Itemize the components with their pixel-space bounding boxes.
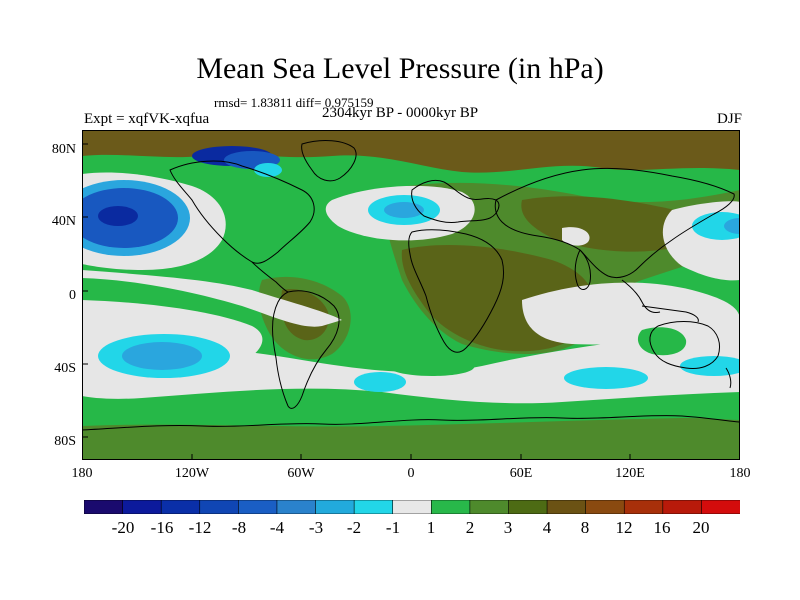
- colorbar-swatch: [353, 500, 394, 514]
- coast-europe: [411, 179, 500, 223]
- field-india-neutral: [562, 227, 590, 246]
- colorbar-label-m12: -12: [188, 518, 212, 537]
- lat-label-80s: 80S: [54, 434, 76, 449]
- coast-india: [574, 249, 591, 290]
- colorbar-label-p3: 3: [503, 518, 513, 537]
- lat-label-80n: 80N: [51, 142, 76, 157]
- lon-label-180e: 180: [729, 466, 751, 481]
- colorbar-swatch: [469, 500, 510, 514]
- lat-label-eq: 0: [69, 288, 76, 303]
- field-arctic-brown: [82, 130, 740, 173]
- colorbar-swatch: [160, 500, 201, 514]
- season-label: DJF: [716, 111, 742, 127]
- coast-se-asia: [621, 279, 661, 313]
- lon-label-60w: 60W: [287, 466, 315, 481]
- coast-africa: [408, 229, 505, 353]
- colorbar-swatch: [701, 500, 740, 514]
- coast-central-america: [251, 261, 289, 293]
- colorbar-swatch: [84, 500, 124, 514]
- map-title: Mean Sea Level Pressure (in hPa): [196, 52, 604, 85]
- lon-label-0: 0: [407, 466, 415, 481]
- colorbar-label-m1: -1: [385, 518, 401, 537]
- colorbar-swatch: [238, 500, 278, 514]
- experiment-label: Expt = xqfVK-xqfua: [84, 111, 210, 127]
- low-natl-lightblue: [384, 202, 424, 218]
- colorbar-label-p12: 12: [615, 518, 633, 537]
- colorbar-label-p20: 20: [692, 518, 710, 537]
- colorbar: [84, 500, 740, 514]
- low-greenland-cyan: [254, 163, 282, 177]
- colorbar-label-p2: 2: [465, 518, 475, 537]
- field-satl-green: [382, 354, 475, 376]
- coast-newzealand: [725, 367, 732, 389]
- colorbar-swatch: [392, 500, 433, 514]
- coast-north-america: [169, 160, 315, 264]
- colorbar-swatch: [662, 500, 703, 514]
- rmsd-diff-stats: rmsd= 1.83811 diff= 0.975159: [214, 95, 374, 110]
- lat-label-40n: 40N: [51, 214, 76, 229]
- coast-antarctica: [82, 415, 740, 431]
- pressure-map: [82, 130, 740, 460]
- colorbar-label-m8: -8: [231, 518, 247, 537]
- colorbar-swatch: [315, 500, 355, 514]
- low-npac-east-lightblue: [724, 218, 740, 234]
- field-indocean-neutral: [522, 282, 740, 345]
- colorbar-label-p4: 4: [542, 518, 552, 537]
- map-ticks: [82, 143, 631, 460]
- colorbar-swatch: [199, 500, 240, 514]
- coast-greenland: [301, 140, 357, 182]
- field-antarctic-olive: [82, 418, 740, 460]
- lon-label-60e: 60E: [509, 466, 533, 481]
- colorbar-label-m16: -16: [150, 518, 174, 537]
- colorbar-label-p16: 16: [653, 518, 671, 537]
- lon-label-120e: 120E: [615, 466, 645, 481]
- colorbar-label-m4: -4: [269, 518, 285, 537]
- low-npac-east-cyan: [692, 212, 740, 240]
- colorbar-swatch: [585, 500, 626, 514]
- field-australia-green: [637, 327, 687, 356]
- coast-australia: [649, 321, 721, 369]
- colorbar-swatch: [276, 500, 317, 514]
- lat-label-40s: 40S: [54, 361, 76, 376]
- coastlines: [82, 140, 740, 431]
- lon-label-180w: 180: [71, 466, 93, 481]
- low-npac-inner: [98, 206, 138, 226]
- coast-asia: [494, 167, 735, 279]
- colorbar-swatch: [623, 500, 664, 514]
- field-tropics-neutral: [82, 270, 342, 327]
- colorbar-label-m20: -20: [111, 518, 135, 537]
- coast-south-america: [272, 290, 340, 409]
- colorbar-label-p1: 1: [426, 518, 436, 537]
- colorbar-swatch: [508, 500, 548, 514]
- lon-label-120w: 120W: [174, 466, 210, 481]
- low-sind-cyan: [564, 367, 648, 389]
- low-sind2-cyan: [680, 356, 740, 376]
- coast-indonesia: [641, 305, 699, 323]
- colorbar-swatch: [546, 500, 587, 514]
- period-label: 2304kyr BP - 0000kyr BP: [322, 105, 479, 121]
- colorbar-label-p8: 8: [580, 518, 590, 537]
- low-spac-lightblue: [122, 342, 202, 370]
- colorbar-swatch: [430, 500, 471, 514]
- colorbar-label-m2: -2: [346, 518, 362, 537]
- low-satl-cyan: [354, 372, 406, 392]
- colorbar-swatch: [122, 500, 162, 514]
- colorbar-label-m3: -3: [308, 518, 324, 537]
